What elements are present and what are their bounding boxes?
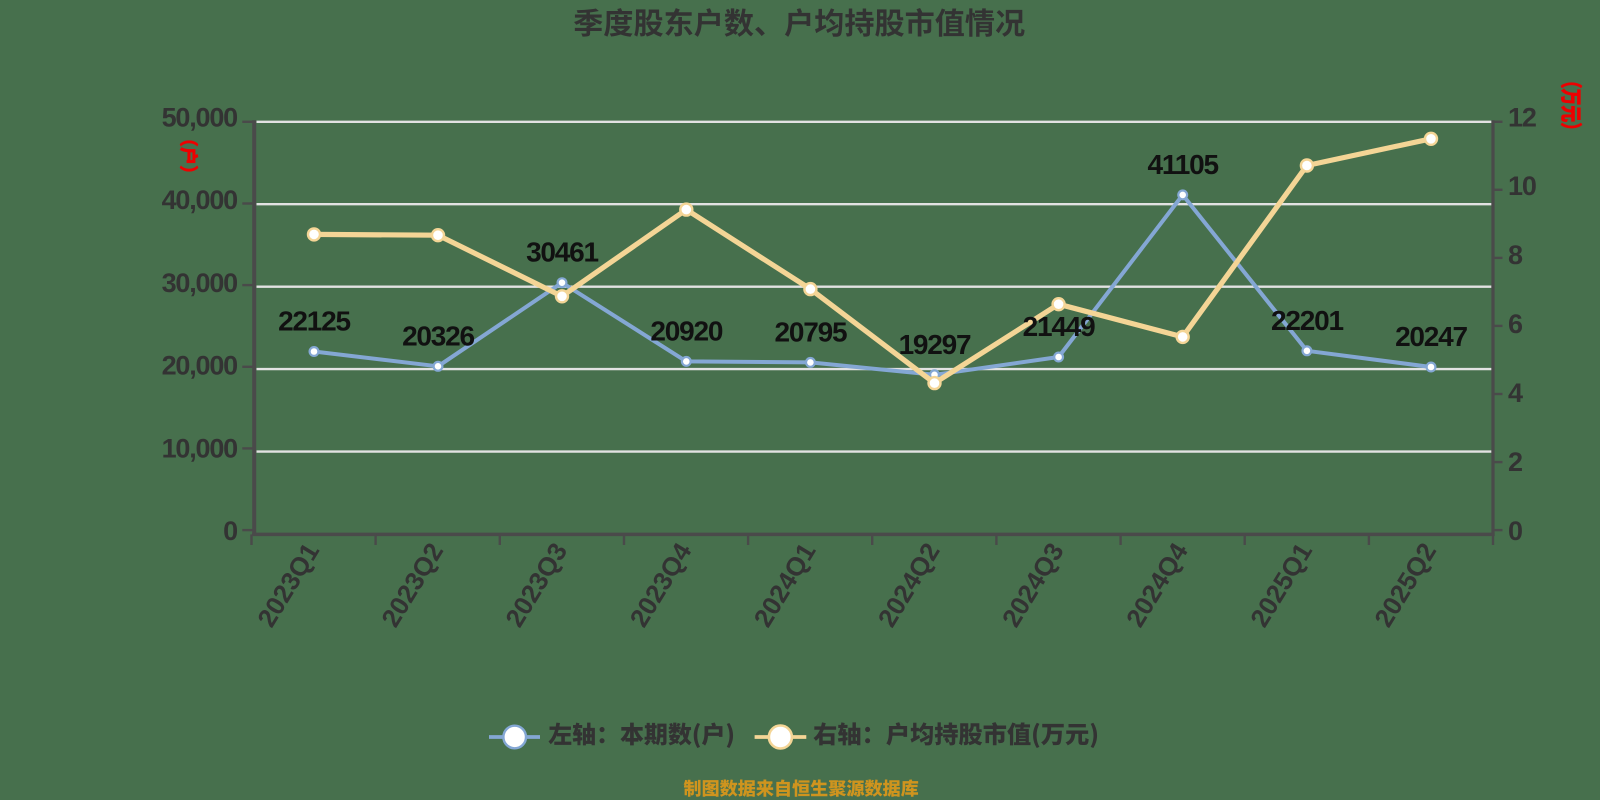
svg-text:20326: 20326 — [402, 320, 474, 351]
svg-text:22125: 22125 — [278, 306, 350, 337]
svg-text:12: 12 — [1508, 102, 1536, 132]
svg-text:2: 2 — [1508, 447, 1522, 477]
svg-text:19297: 19297 — [899, 329, 971, 360]
svg-text:22201: 22201 — [1271, 305, 1343, 336]
svg-text:10,000: 10,000 — [162, 433, 238, 463]
svg-text:4: 4 — [1508, 378, 1523, 408]
svg-text:20795: 20795 — [774, 316, 846, 347]
svg-text:50,000: 50,000 — [162, 102, 238, 132]
svg-text:8: 8 — [1508, 240, 1523, 270]
svg-text:20920: 20920 — [650, 315, 722, 346]
svg-text:6: 6 — [1508, 309, 1523, 339]
svg-text:21449: 21449 — [1023, 311, 1095, 342]
svg-text:20247: 20247 — [1395, 321, 1467, 352]
svg-text:30,000: 30,000 — [162, 268, 238, 298]
svg-text:0: 0 — [1508, 516, 1522, 546]
svg-text:41105: 41105 — [1148, 149, 1219, 180]
svg-text:30461: 30461 — [526, 237, 598, 268]
svg-text:40,000: 40,000 — [162, 185, 238, 215]
svg-text:10: 10 — [1508, 171, 1536, 201]
svg-text:20,000: 20,000 — [162, 351, 238, 381]
svg-text:0: 0 — [223, 516, 237, 546]
